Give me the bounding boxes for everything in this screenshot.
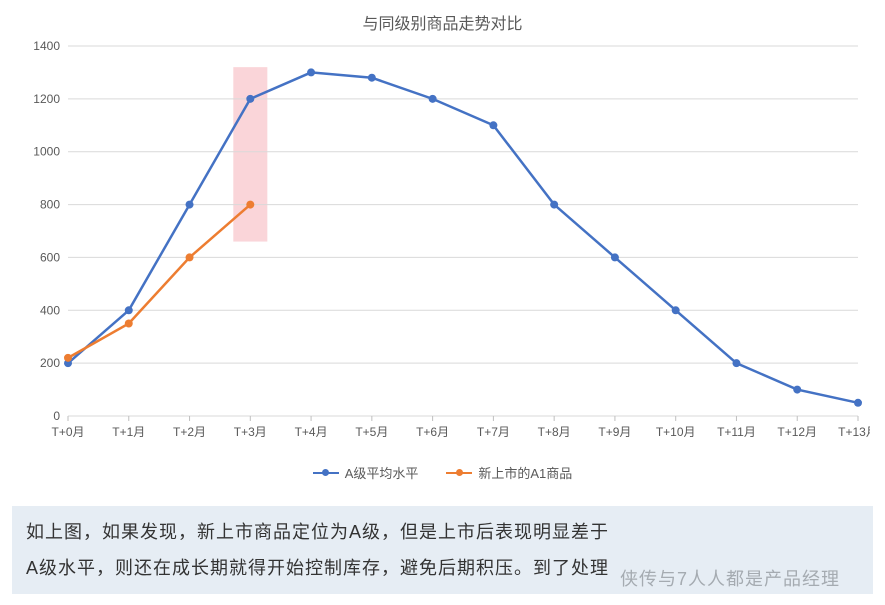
series-marker-0	[793, 386, 801, 394]
x-tick-label: T+1月	[112, 425, 145, 439]
series-marker-1	[246, 201, 254, 209]
chart-title: 与同级别商品走势对比	[0, 10, 885, 34]
series-marker-0	[368, 74, 376, 82]
series-line-0	[68, 72, 858, 402]
x-tick-label: T+0月	[51, 425, 84, 439]
caption-line-1: 如上图，如果发现，新上市商品定位为A级，但是上市后表现明显差于	[26, 514, 859, 550]
series-marker-0	[672, 306, 680, 314]
y-tick-label: 400	[40, 303, 60, 317]
legend-item-1: 新上市的A1商品	[446, 463, 572, 482]
series-marker-1	[64, 354, 72, 362]
y-tick-label: 200	[40, 356, 60, 370]
legend-label: A级平均水平	[345, 463, 419, 482]
y-tick-label: 1000	[33, 145, 60, 159]
trend-comparison-chart: 与同级别商品走势对比 0 200 400 600 800 1000 1200 1400 T+0月…	[0, 0, 885, 500]
legend-item-0: A级平均水平	[313, 463, 419, 482]
y-tick-label: 1200	[33, 92, 60, 106]
series-line-1	[68, 205, 250, 358]
chart-plot: 0 200 400 600 800 1000 1200 1400 T+0月 T+1月 T+2月 T+3…	[20, 40, 870, 460]
x-tick-label: T+3月	[234, 425, 267, 439]
series-marker-0	[489, 121, 497, 129]
x-tick-label: T+5月	[355, 425, 388, 439]
legend-label: 新上市的A1商品	[478, 463, 572, 482]
y-tick-label: 600	[40, 250, 60, 264]
series-marker-1	[125, 320, 133, 328]
x-tick-label: T+9月	[598, 425, 631, 439]
x-tick-label: T+6月	[416, 425, 449, 439]
overlay-text: 侠传与7人人都是产品经理	[620, 565, 840, 591]
x-tick-label: T+11月	[717, 425, 756, 439]
series-marker-0	[246, 95, 254, 103]
series-marker-0	[125, 306, 133, 314]
series-marker-0	[611, 253, 619, 261]
x-tick-label: T+12月	[777, 425, 817, 439]
chart-legend: A级平均水平 新上市的A1商品	[0, 462, 885, 482]
x-tick-label: T+10月	[656, 425, 696, 439]
y-tick-label: 0	[53, 409, 60, 423]
x-tick-label: T+8月	[538, 425, 571, 439]
y-tick-label: 1400	[33, 40, 60, 53]
series-marker-0	[186, 201, 194, 209]
series-marker-0	[854, 399, 862, 407]
x-tick-label: T+7月	[477, 425, 510, 439]
series-marker-0	[732, 359, 740, 367]
series-marker-0	[429, 95, 437, 103]
x-tick-label: T+4月	[295, 425, 328, 439]
x-tick-label: T+2月	[173, 425, 206, 439]
x-tick-label: T+13月	[838, 425, 870, 439]
y-tick-label: 800	[40, 198, 60, 212]
series-marker-0	[550, 201, 558, 209]
series-marker-0	[307, 68, 315, 76]
series-marker-1	[186, 253, 194, 261]
